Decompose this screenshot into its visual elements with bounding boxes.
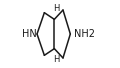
- Text: NH2: NH2: [74, 29, 95, 39]
- Text: H: H: [53, 55, 59, 64]
- Text: HN: HN: [22, 29, 36, 39]
- Text: H: H: [53, 4, 59, 13]
